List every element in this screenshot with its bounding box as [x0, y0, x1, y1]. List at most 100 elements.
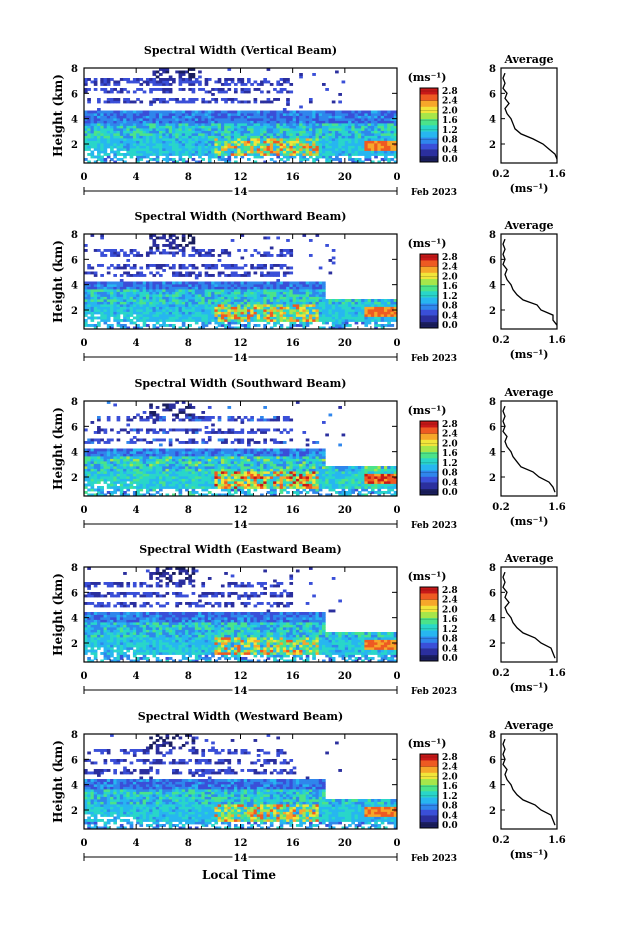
heatmap-cell [175, 301, 179, 305]
heatmap-cell [247, 281, 251, 285]
heatmap-cell [142, 486, 147, 489]
heatmap-cell [233, 284, 238, 287]
heatmap-cell [207, 286, 212, 290]
heatmap-cell [119, 284, 124, 287]
heatmap-cell [295, 289, 300, 292]
heatmap-cell [178, 411, 183, 414]
heatmap-cell [338, 304, 342, 307]
heatmap-cell [237, 291, 241, 295]
heatmap-cell [273, 314, 277, 317]
heatmap-cell [168, 476, 173, 479]
heatmap-cell [103, 314, 108, 317]
heatmap-cell [387, 299, 391, 302]
heatmap-cell [276, 120, 281, 124]
heatmap-cell [331, 115, 336, 119]
heatmap-cell [276, 110, 281, 114]
heatmap-cell [338, 306, 342, 310]
heatmap-cell [308, 296, 313, 300]
heatmap-cell [224, 113, 228, 116]
heatmap-cell [250, 83, 254, 86]
heatmap-cell [162, 120, 166, 124]
heatmap-cell [113, 284, 117, 287]
heatmap-cell [178, 473, 183, 477]
heatmap-cell [204, 304, 209, 307]
heatmap-cell [178, 289, 183, 292]
heatmap-cell [250, 291, 254, 295]
heatmap-cell [139, 453, 144, 457]
heatmap-cell [119, 113, 124, 116]
heatmap-cell [393, 133, 398, 136]
heatmap-cell [224, 130, 228, 134]
heatmap-cell [276, 304, 281, 307]
heatmap-cell [224, 289, 228, 292]
heatmap-cell [139, 281, 144, 285]
heatmap-cell [282, 78, 287, 81]
heatmap-cell [312, 128, 316, 131]
heatmap-cell [87, 284, 91, 287]
heatmap-cell [211, 266, 215, 270]
heatmap-cell [165, 448, 170, 452]
heatmap-cell [110, 115, 114, 119]
heatmap-cell [276, 150, 281, 154]
heatmap-cell [247, 123, 251, 126]
heatmap-cell [364, 311, 369, 315]
heatmap-cell [256, 311, 261, 315]
heatmap-cell [220, 281, 225, 285]
heatmap-cell [256, 324, 261, 327]
heatmap-cell [286, 271, 290, 275]
heatmap-cell [191, 150, 196, 154]
heatmap-cell [188, 138, 192, 141]
heatmap-cell [233, 301, 238, 305]
heatmap-cell [253, 145, 258, 149]
heatmap-cell [165, 118, 170, 121]
heatmap-cell [185, 486, 189, 489]
heatmap-cell [289, 138, 294, 141]
heatmap-cell [175, 486, 179, 489]
heatmap-cell [390, 324, 395, 327]
heatmap-cell [204, 113, 209, 116]
heatmap-cell [273, 301, 277, 305]
heatmap-cell [357, 143, 362, 146]
heatmap-cell [279, 78, 284, 81]
heatmap-cell [152, 110, 157, 114]
heatmap-cell [103, 113, 108, 116]
heatmap-cell [282, 254, 287, 257]
heatmap-cell [191, 80, 196, 84]
heatmap-cell [178, 304, 183, 307]
heatmap-cell [168, 75, 173, 79]
heatmap-cell [129, 453, 134, 457]
heatmap-cell [129, 418, 134, 422]
colorbar-swatch [420, 260, 438, 267]
heatmap-cell [132, 100, 137, 104]
heatmap-cell [263, 125, 267, 129]
heatmap-cell [158, 471, 163, 474]
heatmap-cell [119, 453, 124, 457]
heatmap-cell [84, 133, 88, 136]
heatmap-cell [289, 155, 294, 159]
heatmap-cell [276, 140, 281, 144]
heatmap-cell [341, 316, 346, 320]
heatmap-cell [191, 481, 196, 484]
heatmap-cell [168, 448, 173, 452]
heatmap-cell [175, 244, 179, 247]
heatmap-cell [253, 266, 258, 270]
heatmap-cell [97, 296, 101, 300]
heatmap-cell [237, 294, 241, 297]
heatmap-cell [168, 145, 173, 149]
heatmap-cell [367, 120, 372, 124]
heatmap-cell [253, 120, 258, 124]
heatmap-cell [308, 321, 313, 325]
heatmap-cell [158, 466, 163, 469]
heatmap-cell [286, 311, 290, 315]
heatmap-cell [256, 319, 261, 322]
heatmap-cell [377, 316, 382, 320]
heatmap-cell [178, 408, 183, 412]
heatmap-cell [230, 319, 235, 322]
heatmap-cell [175, 100, 179, 104]
heatmap-cell [282, 160, 287, 164]
heatmap-cell [129, 466, 134, 469]
heatmap-cell [172, 123, 176, 126]
heatmap-cell [263, 150, 267, 154]
heatmap-cell [168, 299, 173, 302]
heatmap-cell [152, 306, 157, 310]
